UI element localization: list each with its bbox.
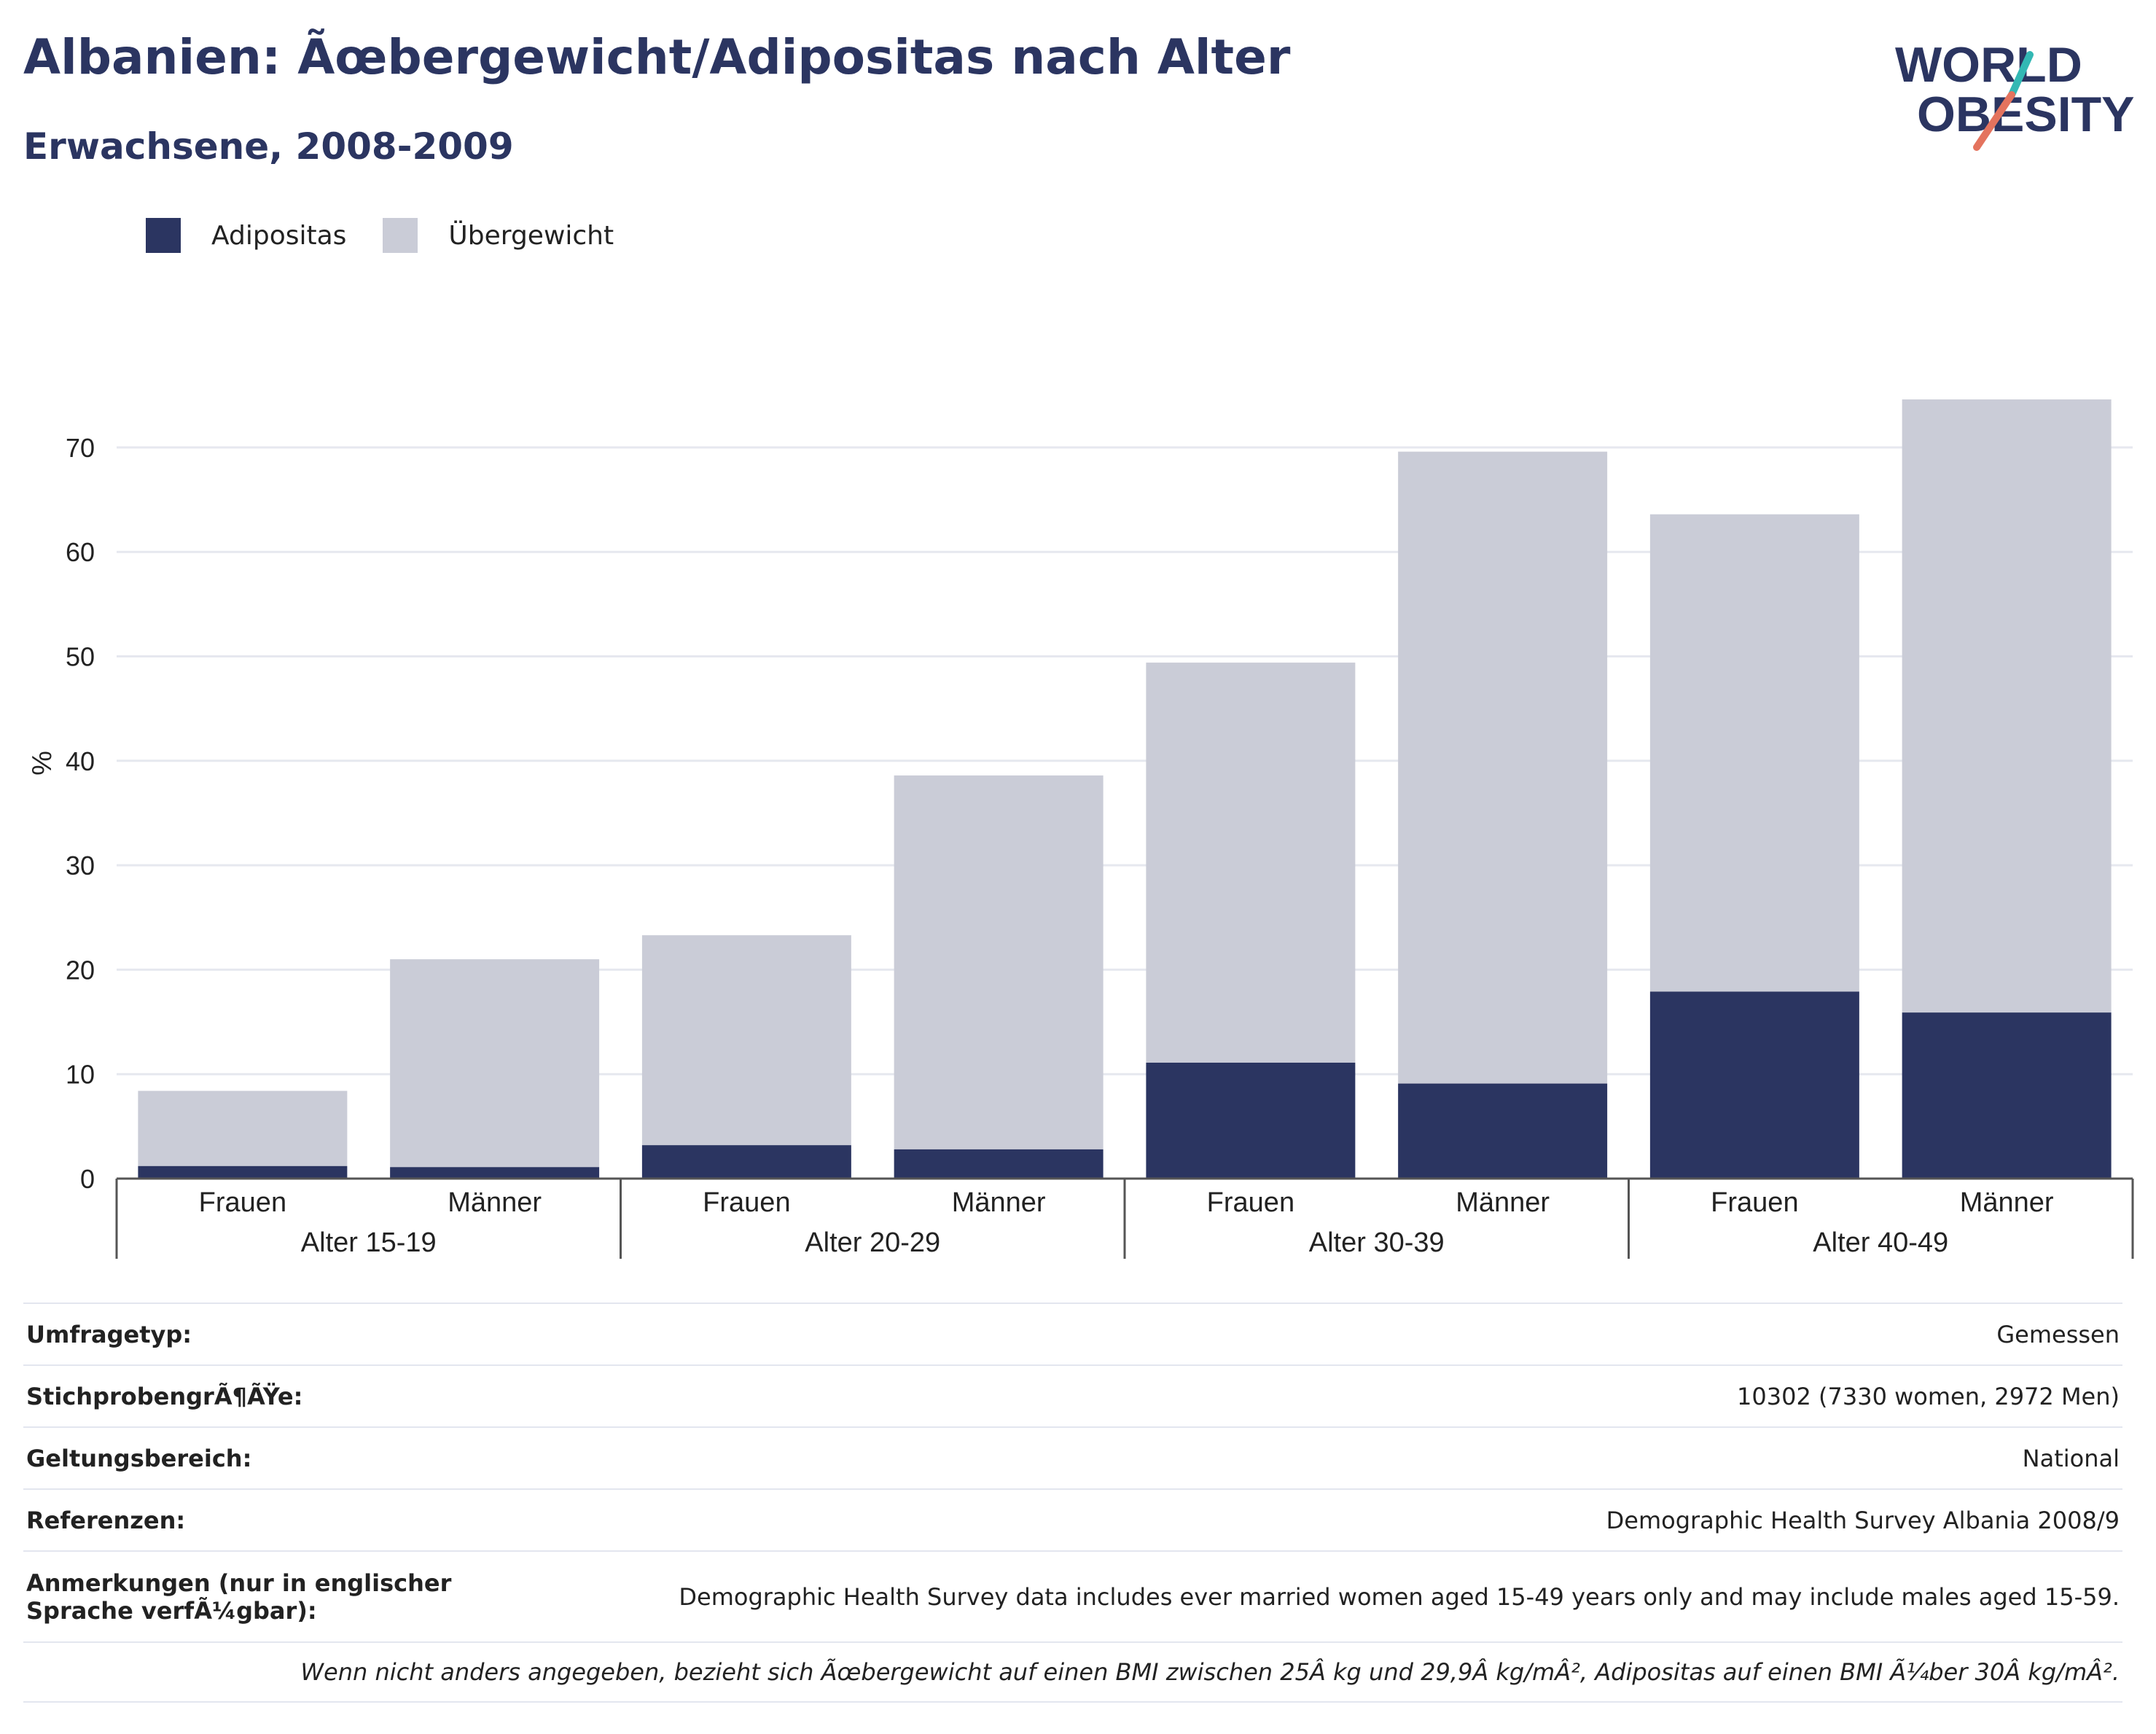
bar-uebergewicht[interactable] [1649,514,1859,992]
stacked-bar-chart: 0 10 20 30 40 50 60 70% Frauen Männer Frauen Männer… [27,399,2134,1259]
chart-title: Albanien: Ãœbergewicht/Adipositas nach A… [23,29,1291,85]
bmi-footnote: Wenn nicht anders angegeben, bezieht sic… [23,1641,2122,1703]
info-label: Anmerkungen (nur in englischer Sprache v… [23,1550,539,1642]
chart-legend: Adipositas Übergewicht [146,215,650,256]
x-tick-label: Männer [1456,1187,1550,1218]
legend-swatch-uebergewicht[interactable] [383,218,418,253]
legend-label-adipositas[interactable]: Adipositas [211,220,347,251]
bar-uebergewicht[interactable] [1146,663,1356,1063]
x-tick-label: Frauen [1207,1187,1294,1218]
bar-adipositas[interactable] [1398,1083,1608,1179]
logo-text-obesity: OBESITY [1917,87,2135,142]
world-obesity-logo: WORLD OBESITY [1895,37,2135,151]
y-tick-label: 60 [66,537,95,567]
bar-uebergewicht[interactable] [390,959,600,1168]
x-tick-label: Männer [952,1187,1046,1218]
bar-adipositas[interactable] [1146,1062,1356,1179]
info-value: 10302 (7330 women, 2972 Men) [539,1364,2122,1427]
info-row-footnote: Wenn nicht anders angegeben, bezieht sic… [23,1641,2122,1703]
info-value: Gemessen [539,1303,2122,1365]
bar-uebergewicht[interactable] [641,935,851,1146]
info-row-references: Referenzen: Demographic Health Survey Al… [23,1488,2122,1551]
survey-info-table: Umfragetyp: Gemessen StichprobengrÃ¶ÃŸe:… [23,1303,2122,1703]
legend-swatch-adipositas[interactable] [146,218,181,253]
legend-label-uebergewicht[interactable]: Übergewicht [448,220,614,251]
y-tick-label: 50 [66,642,95,672]
bar-adipositas[interactable] [390,1167,600,1179]
bar-adipositas[interactable] [641,1145,851,1179]
y-tick-label: 20 [66,955,95,985]
y-tick-label: 10 [66,1060,95,1090]
info-row-sample-size: StichprobengrÃ¶ÃŸe: 10302 (7330 women, 2… [23,1364,2122,1427]
bar-uebergewicht[interactable] [894,775,1104,1149]
info-row-survey-type: Umfragetyp: Gemessen [23,1303,2122,1365]
x-tick-label: Frauen [199,1187,286,1218]
logo-slash-teal [2008,51,2034,98]
logo-text-world: WORLD [1895,37,2082,93]
bar-uebergewicht[interactable] [1398,451,1608,1084]
bar-uebergewicht[interactable] [1902,399,2112,1013]
x-tick-label: Frauen [1711,1187,1798,1218]
info-label: Umfragetyp: [23,1303,539,1365]
chart-subtitle: Erwachsene, 2008-2009 [23,125,514,168]
info-value: Demographic Health Survey Albania 2008/9 [539,1488,2122,1551]
info-value: National [539,1426,2122,1489]
y-tick-label: 40 [66,746,95,776]
y-tick-label: 70 [66,433,95,463]
y-tick-label: 30 [66,851,95,880]
x-tick-label: Männer [1960,1187,2054,1218]
info-row-notes: Anmerkungen (nur in englischer Sprache v… [23,1550,2122,1642]
y-tick-label: 0 [80,1164,95,1194]
bar-adipositas[interactable] [138,1165,348,1179]
bar-adipositas[interactable] [1902,1012,2112,1179]
group-label: Alter 40-49 [1813,1227,1948,1258]
logo-slash-coral [1973,91,2015,151]
x-tick-label: Frauen [703,1187,790,1218]
group-label: Alter 15-19 [301,1227,437,1258]
y-axis-label: % [27,751,58,776]
info-label: Geltungsbereich: [23,1426,539,1489]
group-label: Alter 30-39 [1309,1227,1445,1258]
bar-adipositas[interactable] [894,1149,1104,1179]
info-label: StichprobengrÃ¶ÃŸe: [23,1364,539,1427]
group-label: Alter 20-29 [805,1227,940,1258]
bar-adipositas[interactable] [1649,991,1859,1179]
info-value: Demographic Health Survey data includes … [539,1550,2122,1642]
bar-uebergewicht[interactable] [138,1090,348,1166]
info-label: Referenzen: [23,1488,539,1551]
x-tick-label: Männer [448,1187,542,1218]
info-row-coverage: Geltungsbereich: National [23,1426,2122,1489]
